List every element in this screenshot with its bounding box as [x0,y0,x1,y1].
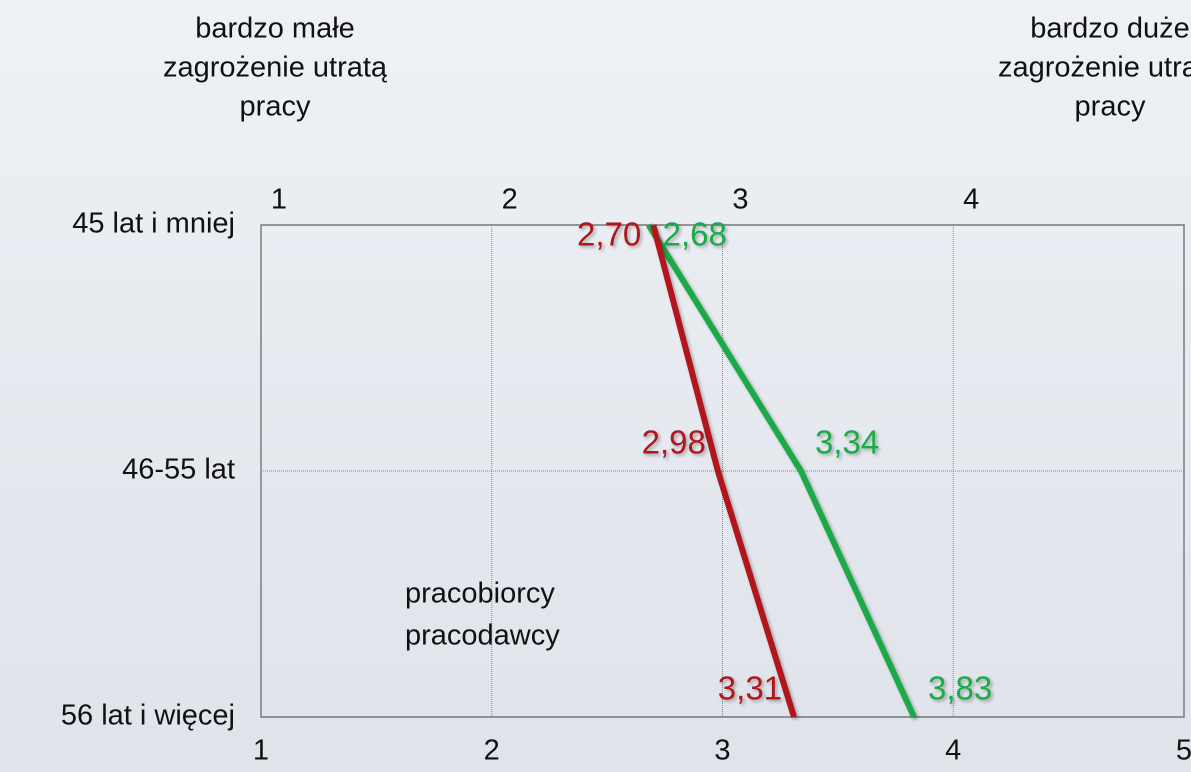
annotation: zagrożenie utratą [163,52,388,84]
y-tick-label: 45 lat i mniej [72,208,235,240]
data-label: 3,31 [718,670,782,707]
x-tick-label-top: 4 [963,184,979,216]
annotation: zagrożenie utratą [998,52,1191,84]
data-label: 2,70 [577,216,641,253]
annotation: bardzo duże [1030,13,1190,45]
x-tick-label-bottom: 3 [714,735,730,767]
data-label: 3,83 [928,670,992,707]
x-tick-label-top: 2 [502,184,518,216]
legend-label: pracodawcy [405,620,560,652]
y-tick-label: 56 lat i więcej [61,700,235,732]
annotation: bardzo małe [195,13,355,45]
x-tick-label-top: 3 [732,184,748,216]
y-tick-label: 46-55 lat [122,454,235,486]
annotation: pracy [1075,91,1146,123]
series-line [646,223,917,719]
data-label: 2,98 [642,424,706,461]
series-line [650,224,797,718]
annotation: pracy [240,91,311,123]
legend-label: pracobiorcy [405,578,555,610]
x-tick-label-bottom: 2 [484,735,500,767]
x-tick-label-bottom: 5 [1176,735,1191,767]
x-tick-label-top: 1 [271,184,287,216]
x-tick-label-bottom: 1 [253,735,269,767]
x-tick-label-bottom: 4 [945,735,961,767]
data-label: 2,68 [663,216,727,253]
data-label: 3,34 [815,424,879,461]
